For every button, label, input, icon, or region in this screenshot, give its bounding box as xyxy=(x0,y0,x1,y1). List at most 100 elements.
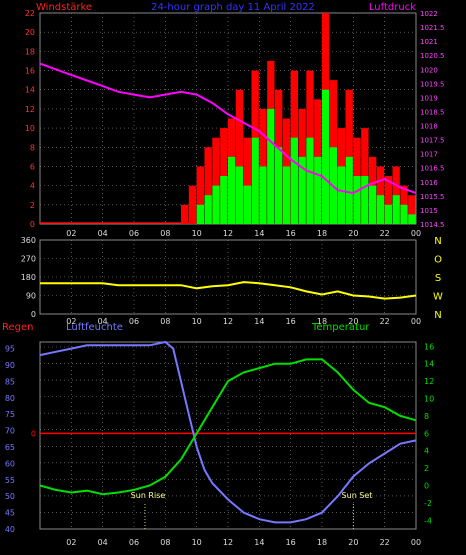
x-tick-label: 04 xyxy=(98,229,108,238)
x-tick-label: 10 xyxy=(192,538,202,547)
wind-bar xyxy=(251,137,259,224)
x-tick-label: 16 xyxy=(286,229,296,238)
wind-bar xyxy=(204,195,212,224)
wind-bar xyxy=(337,166,345,224)
compass-label: N xyxy=(434,310,441,321)
x-tick-label: 10 xyxy=(192,317,202,326)
y-right-tick-label: 8 xyxy=(424,412,429,421)
y-left-tick-label: 95 xyxy=(5,345,15,354)
y-right-tick-label: 1014.5 xyxy=(420,221,445,229)
x-tick-label: 08 xyxy=(160,538,170,547)
wind-bar xyxy=(220,176,228,224)
x-tick-label: 22 xyxy=(380,317,390,326)
x-tick-label: 08 xyxy=(160,317,170,326)
pressure-label: Luftdruck xyxy=(369,2,416,13)
y-right-tick-label: 1018 xyxy=(420,123,438,131)
rain-label: Regen xyxy=(2,322,34,333)
y-left-tick-label: 0 xyxy=(30,220,35,229)
wind-bar xyxy=(243,185,251,224)
x-tick-label: 14 xyxy=(254,317,264,326)
y-left-tick-label: 75 xyxy=(5,410,15,419)
gust-bar xyxy=(181,204,189,224)
temperature-label: Temperatur xyxy=(311,322,370,333)
y-right-tick-label: 1015.5 xyxy=(420,193,445,201)
x-tick-label: 14 xyxy=(254,538,264,547)
x-tick-label: 22 xyxy=(380,538,390,547)
x-tick-label: 18 xyxy=(317,317,327,326)
x-tick-label: 00 xyxy=(411,538,421,547)
wind-bar xyxy=(408,214,416,224)
wind-bar xyxy=(282,166,291,224)
y-left-tick-label: 55 xyxy=(5,476,15,485)
wind-bar xyxy=(369,185,377,224)
y-left-tick-label: 60 xyxy=(5,459,15,468)
pressure-line xyxy=(39,62,417,195)
wind-bar xyxy=(306,137,314,224)
y-tick-label: 0 xyxy=(31,310,36,319)
x-tick-label: 12 xyxy=(223,229,233,238)
y-left-tick-label: 16 xyxy=(25,67,35,76)
y-right-tick-label: 1015 xyxy=(420,207,438,215)
wind-bar xyxy=(228,156,236,224)
y-left-tick-label: 80 xyxy=(5,394,15,403)
wind-bar xyxy=(259,166,267,224)
y-left-tick-label: 2 xyxy=(30,201,35,210)
y-tick-label: 90 xyxy=(26,292,36,301)
compass-label: S xyxy=(435,273,441,284)
gust-bar xyxy=(188,185,197,224)
y-left-tick-label: 85 xyxy=(5,377,15,386)
x-tick-label: 16 xyxy=(286,317,296,326)
wind-bar xyxy=(196,204,204,224)
direction-line xyxy=(40,281,417,300)
x-tick-label: 22 xyxy=(380,229,390,238)
humidity-line xyxy=(39,340,417,524)
y-left-tick-label: 10 xyxy=(25,124,35,133)
wind-bar xyxy=(345,156,353,224)
y-right-tick-label: 1020.5 xyxy=(420,52,445,60)
wind-bar xyxy=(384,204,392,224)
x-tick-label: 16 xyxy=(286,538,296,547)
gust-bar xyxy=(376,166,385,224)
x-tick-label: 18 xyxy=(317,538,327,547)
x-tick-label: 02 xyxy=(66,538,76,547)
wind-bar xyxy=(275,147,283,224)
y-left-tick-label: 20 xyxy=(25,28,35,37)
y-right-tick-label: 1017.5 xyxy=(420,137,445,145)
humidity-label: Luftfeuchte xyxy=(66,322,123,333)
gust-bar xyxy=(196,166,204,224)
x-tick-label: 00 xyxy=(411,317,421,326)
wind-bar xyxy=(361,176,369,224)
compass-label: O xyxy=(434,255,442,266)
y-right-tick-label: 1017 xyxy=(420,151,438,159)
y-tick-label: 360 xyxy=(21,236,36,245)
wind-bar xyxy=(235,166,244,224)
y-left-tick-label: 45 xyxy=(5,509,15,518)
y-left-tick-label: 40 xyxy=(5,525,15,534)
x-tick-label: 06 xyxy=(129,229,139,238)
y-right-tick-label: -4 xyxy=(424,516,432,525)
gust-bar xyxy=(384,176,392,224)
y-right-tick-label: 1019 xyxy=(420,94,438,102)
wind-bar xyxy=(290,137,298,224)
y-right-tick-label: -2 xyxy=(424,499,432,508)
x-tick-label: 04 xyxy=(98,317,108,326)
wind-bar xyxy=(322,89,330,225)
y-tick-label: 180 xyxy=(21,273,36,282)
y-right-tick-label: 6 xyxy=(424,429,429,438)
y-left-tick-label: 4 xyxy=(30,182,35,191)
wind-bar xyxy=(267,108,275,224)
y-left-tick-label: 12 xyxy=(25,105,35,114)
wind-bar xyxy=(212,185,220,224)
y-right-tick-label: 4 xyxy=(424,447,429,456)
x-tick-label: 20 xyxy=(348,317,358,326)
y-left-tick-label: 65 xyxy=(5,443,15,452)
sunset-label: Sun Set xyxy=(342,491,373,500)
y-left-tick-label: 8 xyxy=(30,143,35,152)
y-right-tick-label: 1021.5 xyxy=(420,24,445,32)
compass-label: W xyxy=(433,292,443,303)
y-right-tick-label: 1016 xyxy=(420,179,438,187)
gust-bar xyxy=(408,195,416,224)
y-right-tick-label: 1019.5 xyxy=(420,80,445,88)
humidity-temperature-plot: 02 04 06 08 10 12 14 16 18 20 22 004045505560657075… xyxy=(5,340,434,547)
